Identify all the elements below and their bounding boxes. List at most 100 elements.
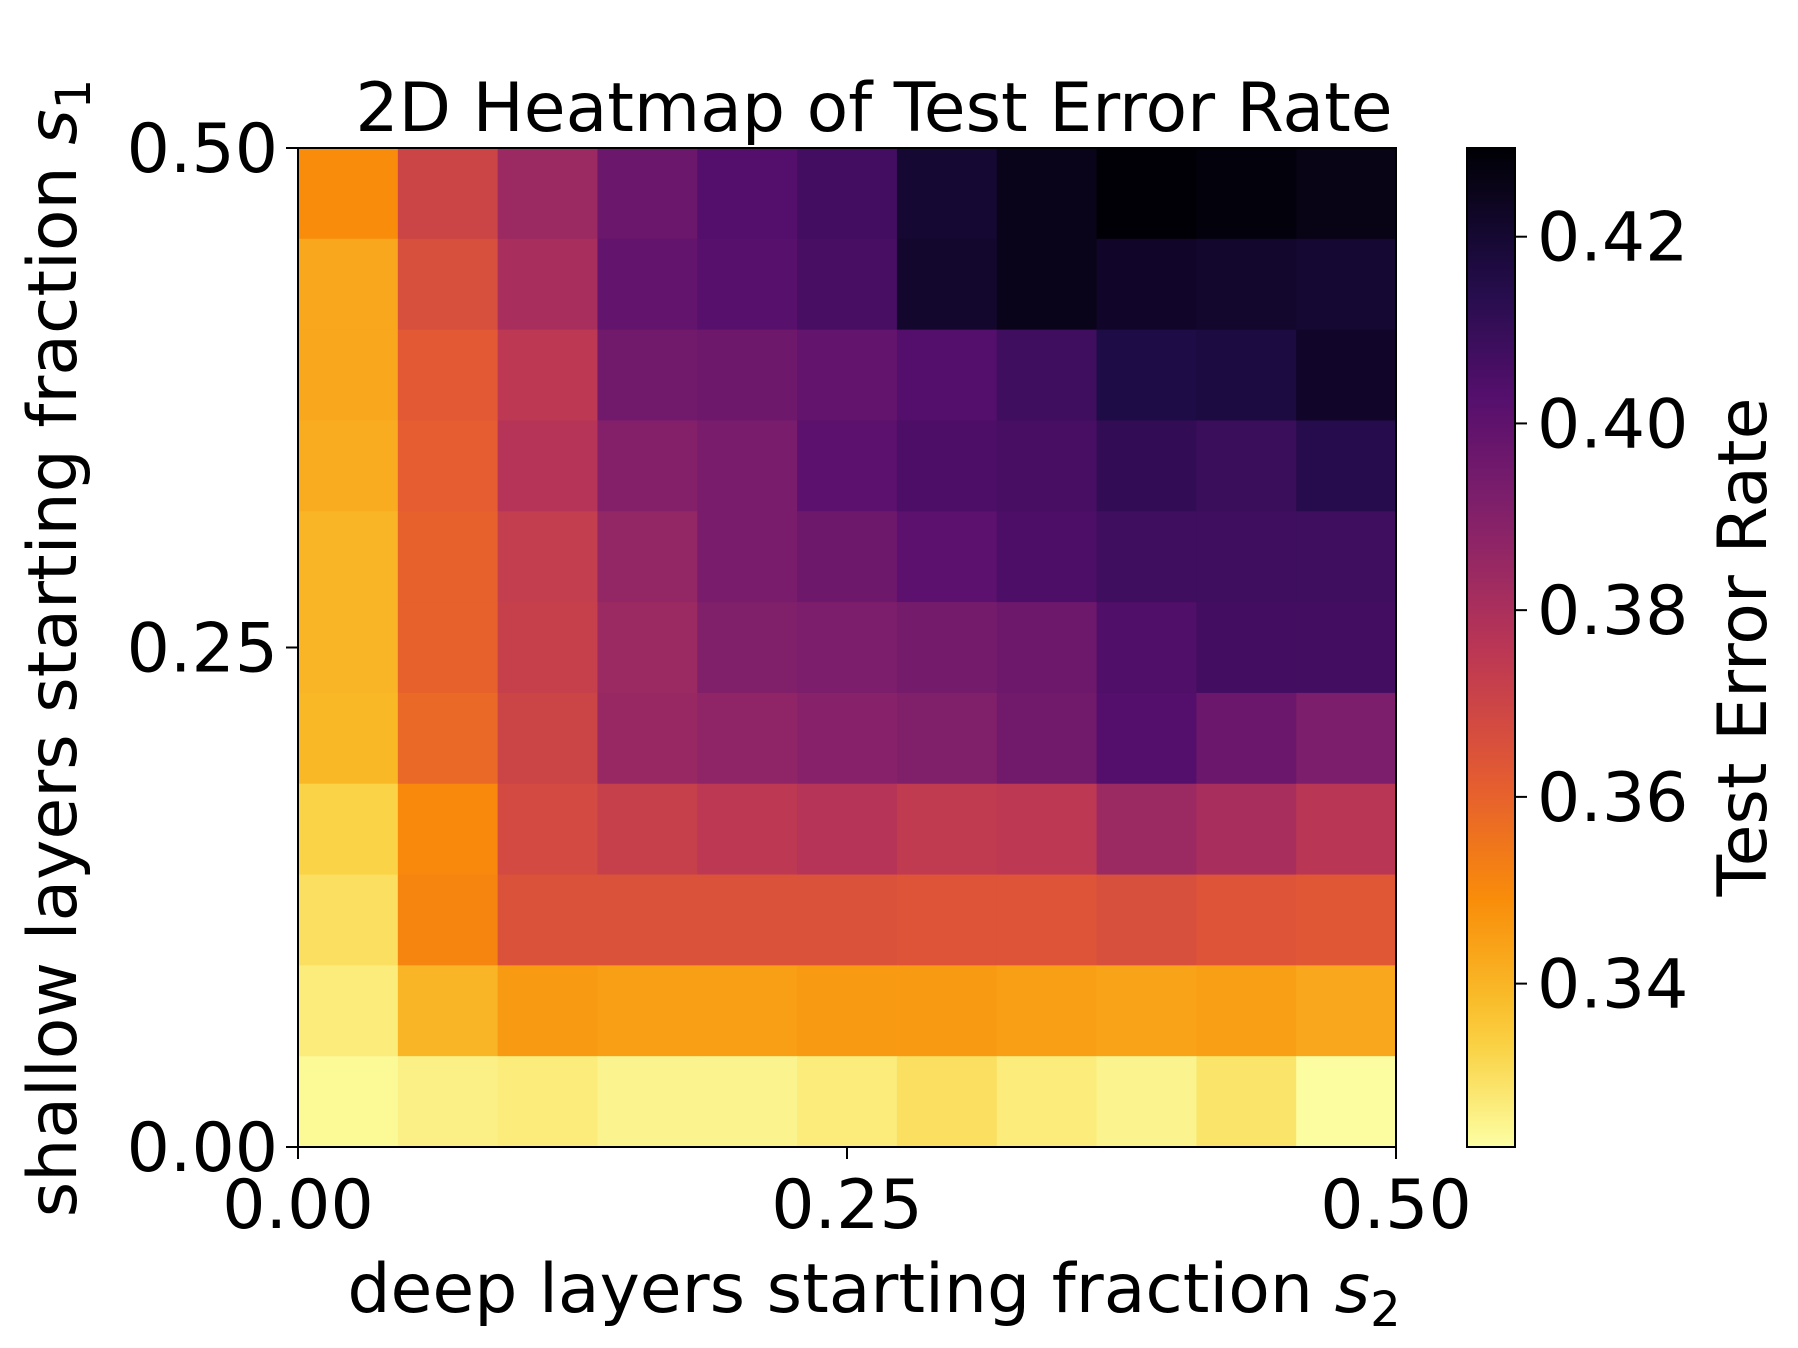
x-axis: 0.00 0.25 0.50 [222, 1147, 1472, 1245]
heatmap-cell [1296, 783, 1397, 876]
heatmap-cell [298, 965, 399, 1057]
colorbar-tick-label: 0.38 [1537, 572, 1688, 651]
x-tick-label: 0.50 [1320, 1166, 1471, 1245]
heatmap-cell [397, 602, 499, 694]
heatmap-cell [697, 148, 798, 240]
heatmap-cell [697, 783, 798, 876]
heatmap-cell [896, 420, 998, 512]
heatmap-cell [1096, 783, 1197, 876]
heatmap-cell [1196, 874, 1297, 966]
x-tick-label: 0.00 [222, 1166, 373, 1245]
heatmap-cell [497, 148, 599, 240]
heatmap-cell [397, 238, 499, 331]
heatmap-cell [397, 1056, 499, 1148]
heatmap-cell [1096, 1056, 1197, 1148]
colorbar-label: Test Error Rate [1704, 398, 1783, 898]
heatmap-cell [497, 1056, 599, 1148]
colorbar-tick-label: 0.40 [1537, 385, 1688, 464]
heatmap-cell [497, 965, 599, 1057]
y-axis-label: shallow layers starting fraction s1 [14, 79, 102, 1217]
chart-title: 2D Heatmap of Test Error Rate [355, 69, 1392, 148]
heatmap-cell [697, 420, 798, 512]
heatmap-cell [996, 783, 1098, 876]
heatmap-cell [298, 1056, 399, 1148]
heatmap-cell [996, 692, 1098, 785]
heatmap-cell [697, 602, 798, 694]
heatmap-cell [597, 1056, 698, 1148]
heatmap-cell [1296, 148, 1397, 240]
heatmap-cell [896, 692, 998, 785]
heatmap-cell [597, 238, 698, 331]
colorbar-tick-label: 0.36 [1537, 759, 1688, 838]
heatmap-cell [397, 965, 499, 1057]
heatmap-cell [896, 148, 998, 240]
heatmap-cell [896, 783, 998, 876]
heatmap-cell [298, 602, 399, 694]
heatmap-cell [1196, 602, 1297, 694]
heatmap-cell [298, 511, 399, 603]
heatmap-cell [298, 692, 399, 785]
heatmap-cell [697, 965, 798, 1057]
heatmap-cell [397, 874, 499, 966]
heatmap-cell [697, 511, 798, 603]
heatmap-cell [298, 238, 399, 331]
heatmap-cell [996, 329, 1098, 422]
heatmap-cell [597, 783, 698, 876]
x-tick-label: 0.25 [771, 1166, 922, 1245]
colorbar-tick-label: 0.42 [1537, 199, 1688, 278]
heatmap-cell [1096, 874, 1197, 966]
heatmap-cell [298, 329, 399, 422]
heatmap-cell [797, 148, 898, 240]
heatmap-cell [896, 965, 998, 1057]
heatmap-cell [697, 329, 798, 422]
x-axis-label: deep layers starting fraction s2 [347, 1250, 1400, 1338]
heatmap-cell [1296, 965, 1397, 1057]
heatmap-cell [597, 965, 698, 1057]
heatmap-cell [597, 692, 698, 785]
heatmap-cell [896, 511, 998, 603]
heatmap-cell [797, 420, 898, 512]
x-axis-label-text: deep layers starting fraction [347, 1250, 1334, 1329]
heatmap-cells [298, 148, 1397, 1148]
heatmap-cell [298, 874, 399, 966]
heatmap-cell [397, 783, 499, 876]
heatmap-cell [497, 238, 599, 331]
heatmap-cell [697, 238, 798, 331]
heatmap-cell [996, 238, 1098, 331]
heatmap-cell [497, 874, 599, 966]
y-axis-label-subscript: 1 [46, 79, 102, 110]
heatmap-cell [1296, 1056, 1397, 1148]
heatmap-cell [1096, 420, 1197, 512]
heatmap-cell [597, 329, 698, 422]
heatmap-cell [298, 783, 399, 876]
y-tick-label: 0.50 [127, 110, 278, 189]
heatmap-cell [1096, 329, 1197, 422]
heatmap-cell [397, 692, 499, 785]
heatmap-cell [797, 874, 898, 966]
heatmap-cell [1296, 874, 1397, 966]
heatmap-cell [1296, 692, 1397, 785]
heatmap-cell [597, 874, 698, 966]
heatmap-cell [697, 692, 798, 785]
heatmap-cell [1196, 511, 1297, 603]
heatmap-cell [1096, 511, 1197, 603]
y-tick-label: 0.00 [127, 1109, 278, 1188]
heatmap-cell [797, 602, 898, 694]
heatmap-cell [896, 238, 998, 331]
y-tick-label: 0.25 [127, 610, 278, 689]
heatmap-cell [597, 420, 698, 512]
heatmap-cell [996, 420, 1098, 512]
heatmap-cell [1296, 511, 1397, 603]
heatmap-cell [298, 148, 399, 240]
heatmap-cell [1196, 1056, 1297, 1148]
heatmap-cell [996, 874, 1098, 966]
heatmap-cell [497, 692, 599, 785]
heatmap-cell [397, 420, 499, 512]
heatmap-cell [497, 329, 599, 422]
heatmap-cell [697, 1056, 798, 1148]
y-axis-label-variable: s [14, 109, 93, 144]
heatmap-cell [1096, 238, 1197, 331]
heatmap-cell [697, 874, 798, 966]
heatmap-cell [896, 1056, 998, 1148]
